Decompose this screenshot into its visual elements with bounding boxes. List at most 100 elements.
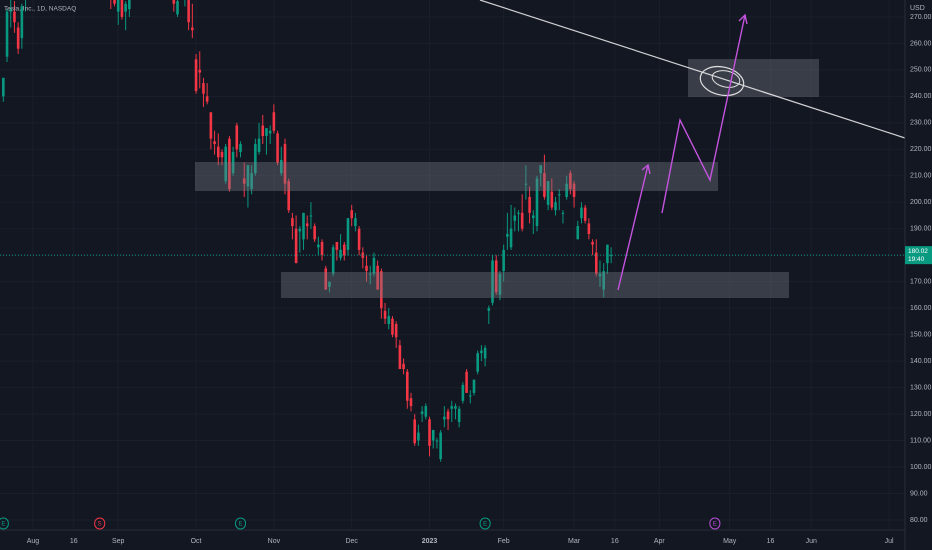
candle-body [417, 432, 420, 441]
candle-body [454, 406, 457, 409]
candle-body [357, 228, 361, 250]
candle-body [494, 260, 498, 293]
candle-body [439, 432, 442, 460]
arrow-head [738, 13, 748, 25]
event-marker [0, 517, 9, 530]
candle-body [242, 178, 246, 184]
candle-body [317, 244, 320, 248]
countdown-label: 19:40 [908, 256, 925, 263]
candle-body [472, 379, 476, 393]
candle-body [491, 260, 494, 303]
candle-body [557, 194, 561, 196]
candle-body [294, 228, 298, 264]
candle-body [224, 146, 227, 182]
candle-body [413, 419, 416, 444]
x-tick-label: Mar [568, 538, 581, 545]
candle-body [420, 411, 424, 415]
event-marker [479, 517, 491, 530]
candle-body [409, 398, 413, 407]
candle-body [205, 96, 209, 102]
candle-body [220, 151, 224, 158]
candle-body [268, 130, 272, 134]
candle-body [320, 241, 324, 256]
candle-body [361, 252, 365, 258]
event-label: S [98, 522, 102, 528]
candle-body [372, 257, 376, 274]
candle-body [609, 255, 613, 257]
candle-body [380, 271, 383, 309]
drawings [195, 0, 905, 298]
candle-body [354, 218, 357, 227]
grid [0, 0, 905, 530]
y-tick-label: 130.00 [910, 384, 932, 391]
x-tick-label: Apr [654, 538, 666, 545]
candle-body [580, 207, 583, 219]
x-tick-label: Dec [345, 538, 358, 545]
candle-body [254, 144, 257, 174]
candle-body [346, 218, 350, 250]
candle-body [483, 347, 487, 359]
x-tick-label: Feb [498, 538, 510, 545]
y-tick-label: 160.00 [910, 305, 932, 312]
y-tick-label: 170.00 [910, 279, 932, 286]
candle-body [213, 141, 216, 145]
last-price-box [905, 246, 932, 265]
event-marker [94, 517, 106, 530]
x-tick-label: Sep [112, 538, 125, 545]
x-tick-label: Oct [191, 538, 202, 545]
candle-body [506, 234, 509, 237]
candle-body [476, 353, 479, 372]
y-tick-label: 150.00 [910, 331, 932, 338]
candle-body [572, 183, 576, 197]
candle-body [313, 226, 316, 240]
candle-body [383, 310, 387, 319]
candle-body [561, 212, 565, 214]
candle-body [524, 183, 528, 185]
candle-body [576, 226, 580, 240]
candle-body [569, 173, 572, 190]
candle-body [368, 273, 372, 275]
candle-body [391, 318, 394, 335]
candle-body [446, 411, 450, 420]
candle-body [457, 408, 461, 422]
candle-body [116, 0, 120, 12]
candle-body [202, 83, 205, 94]
candle-body [298, 228, 302, 232]
candle-body [287, 181, 290, 211]
zone [688, 59, 819, 97]
trend-line [479, 0, 905, 139]
candle-body [606, 244, 609, 264]
candle-body [468, 395, 472, 397]
candle-body [261, 125, 265, 137]
y-tick-label: 140.00 [910, 358, 932, 365]
zone [281, 272, 789, 298]
zone [195, 162, 718, 191]
candle-body [598, 273, 602, 277]
candle-body [246, 165, 250, 187]
x-tick-label: Jun [806, 538, 817, 545]
y-tick-label: 190.00 [910, 226, 932, 233]
candle-body [265, 128, 268, 137]
candle-body [113, 0, 116, 4]
candle-body [531, 215, 535, 219]
candle-body [435, 440, 439, 442]
chart-title: Tesla, Inc., 1D, NASDAQ [4, 6, 76, 13]
candle-body [498, 273, 502, 295]
candle-body [517, 212, 520, 214]
y-tick-label: 250.00 [910, 67, 932, 74]
event-label: E [1, 522, 5, 528]
x-tick-label: Aug [27, 538, 40, 545]
x-tick-label: May [723, 538, 737, 545]
y-tick-label: 260.00 [910, 40, 932, 47]
candle-body [302, 212, 305, 240]
candle-body [535, 178, 539, 227]
x-tick-label: 2023 [422, 538, 438, 545]
candle-body [191, 27, 194, 31]
candle-body [587, 223, 591, 235]
arrow-head [641, 163, 651, 175]
event-label: E [483, 522, 487, 528]
candle-body [216, 146, 220, 158]
candle-body [461, 384, 465, 401]
